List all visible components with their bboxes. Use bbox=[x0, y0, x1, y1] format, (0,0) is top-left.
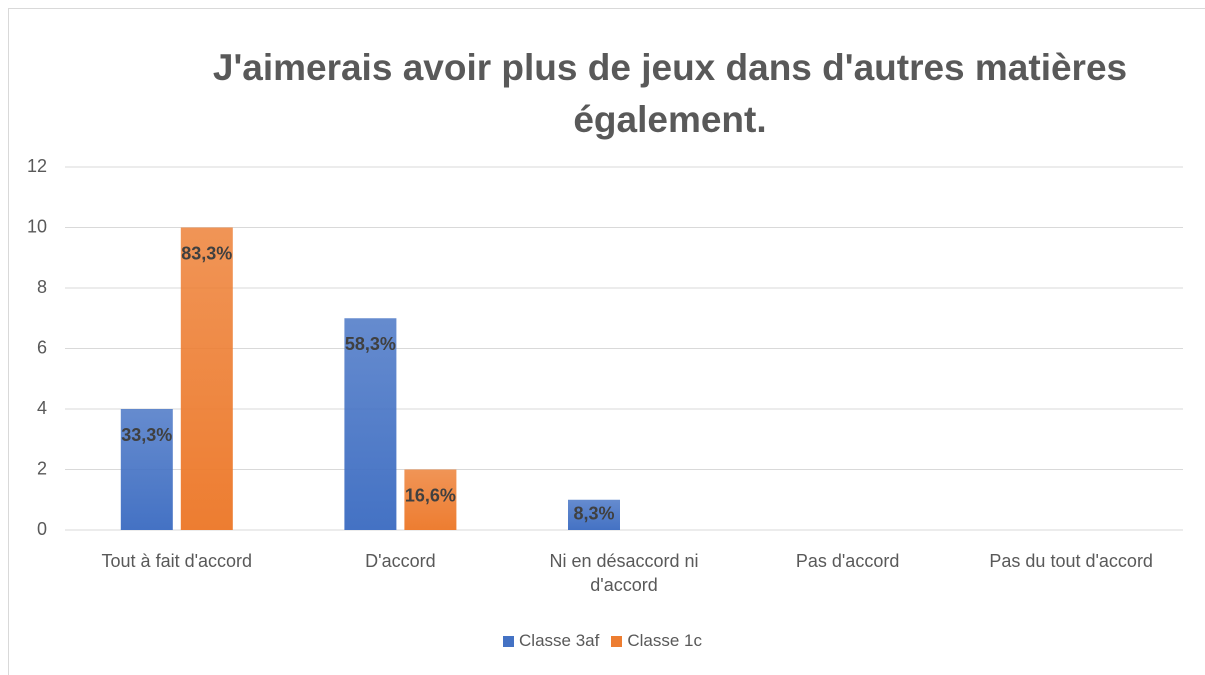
data-label: 8,3% bbox=[573, 504, 614, 524]
legend: Classe 3af Classe 1c bbox=[0, 631, 1205, 651]
legend-swatch bbox=[611, 636, 623, 647]
bar bbox=[120, 409, 173, 530]
legend-item: Classe 3af bbox=[503, 631, 599, 651]
y-tick-label: 0 bbox=[37, 519, 47, 539]
bar bbox=[180, 227, 233, 530]
y-tick-label: 12 bbox=[27, 156, 47, 176]
data-label: 58,3% bbox=[345, 334, 396, 354]
y-tick-label: 8 bbox=[37, 277, 47, 297]
y-tick-label: 6 bbox=[37, 337, 47, 357]
legend-swatch bbox=[503, 636, 515, 647]
y-tick-label: 2 bbox=[37, 458, 47, 478]
legend-label: Classe 3af bbox=[519, 631, 600, 650]
chart-title: J'aimerais avoir plus de jeux dans d'aut… bbox=[212, 47, 1128, 140]
x-tick-label: Tout à fait d'accord bbox=[101, 551, 253, 571]
data-label: 83,3% bbox=[181, 243, 232, 263]
data-label: 16,6% bbox=[405, 485, 456, 505]
bar bbox=[404, 469, 457, 530]
x-tick-label: Pas du tout d'accord bbox=[989, 551, 1153, 571]
chart-frame bbox=[8, 8, 1205, 675]
bar bbox=[568, 499, 620, 530]
y-tick-label: 10 bbox=[27, 216, 47, 236]
x-tick-label: Pas d'accord bbox=[795, 551, 900, 571]
x-tick-label: Ni en désaccord ni d'accord bbox=[549, 551, 699, 595]
bar bbox=[344, 318, 397, 530]
data-label: 33,3% bbox=[121, 425, 172, 445]
y-tick-label: 4 bbox=[37, 398, 47, 418]
x-tick-label: D'accord bbox=[365, 551, 436, 571]
legend-label: Classe 1c bbox=[627, 631, 702, 650]
legend-item: Classe 1c bbox=[611, 631, 702, 651]
